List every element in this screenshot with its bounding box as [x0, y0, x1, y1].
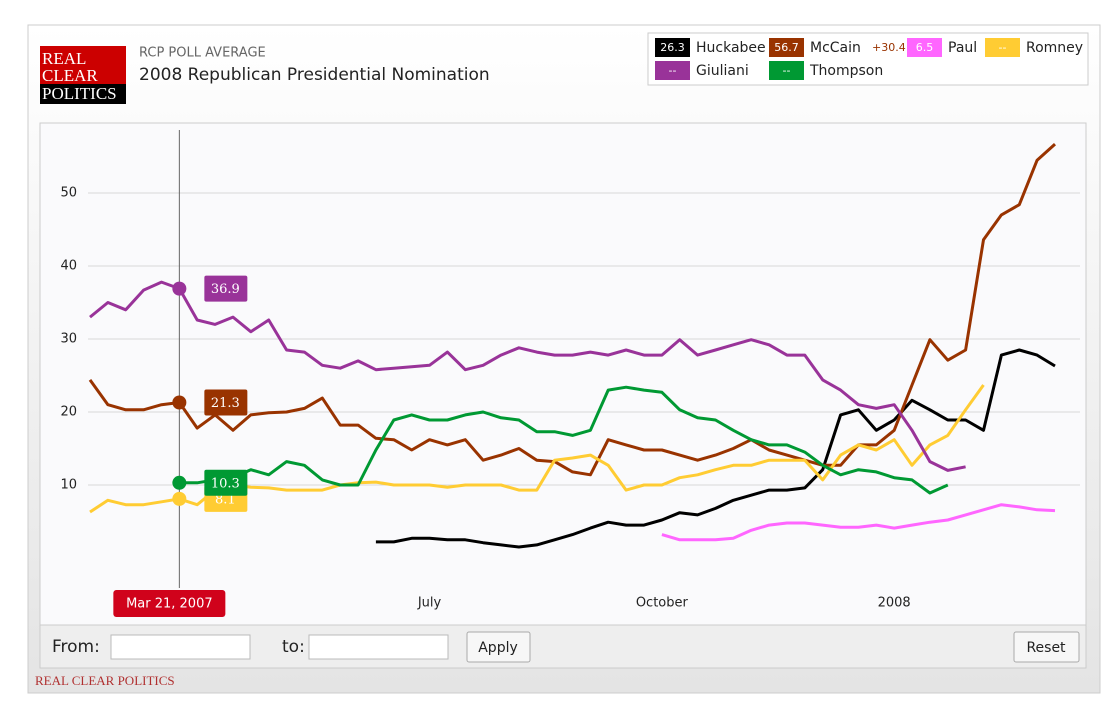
legend-swatch — [907, 38, 942, 57]
logo-line: CLEAR — [42, 66, 98, 85]
y-tick-label: 20 — [60, 405, 77, 420]
to-label: to: — [282, 637, 305, 657]
from-label: From: — [52, 637, 100, 657]
series-line — [661, 503, 1056, 542]
legend-swatch — [655, 61, 690, 80]
tooltip-value: 36.9 — [211, 282, 240, 297]
legend-swatch — [655, 38, 690, 57]
legend-value: 56.7 — [774, 41, 799, 54]
y-tick-label: 10 — [60, 478, 77, 493]
logo-line: POLITICS — [42, 84, 117, 103]
legend-value: -- — [999, 41, 1007, 54]
cursor-date-box — [113, 590, 226, 617]
legend-box — [647, 32, 1089, 86]
cursor-dot — [172, 475, 187, 490]
title: 2008 Republican Presidential Nomination — [139, 65, 490, 85]
cursor-dot — [172, 491, 187, 506]
y-tick-label: 40 — [60, 259, 77, 274]
x-tick-label: July — [417, 596, 442, 611]
logo-dark — [40, 84, 126, 104]
plot: 10 20 30 40 50 July October 2008 Mar 21, 2007 21.… — [60, 130, 1080, 617]
legend-name: Paul — [948, 40, 977, 56]
legend-name: Thompson — [809, 63, 883, 79]
reset-label: Reset — [1026, 640, 1066, 656]
tooltip-box — [204, 469, 248, 496]
tooltip-box — [204, 275, 248, 302]
legend-name: Huckabee — [696, 40, 766, 56]
subtitle: RCP POLL AVERAGE — [139, 46, 266, 61]
apply-button[interactable] — [466, 631, 531, 663]
legend-name: McCain — [810, 40, 861, 56]
y-tick-label: 30 — [60, 332, 77, 347]
plot-panel — [39, 122, 1087, 669]
x-tick-label: October — [636, 596, 689, 611]
tooltip-value: 21.3 — [211, 396, 240, 411]
series-line — [179, 385, 949, 495]
x-tick-label: 2008 — [878, 596, 911, 611]
legend-value: 26.3 — [660, 41, 685, 54]
legend-name: Giuliani — [696, 63, 749, 79]
legend-value: -- — [783, 64, 791, 77]
logo-line: REAL — [42, 49, 86, 68]
legend-swatch — [769, 38, 804, 57]
tooltip-box — [204, 389, 248, 416]
to-input[interactable] — [308, 634, 449, 660]
legend-name: Romney — [1026, 40, 1083, 56]
from-input[interactable] — [110, 634, 251, 660]
apply-label: Apply — [478, 640, 518, 656]
series-line — [88, 142, 1057, 477]
reset-button[interactable] — [1013, 631, 1080, 663]
y-tick-label: 50 — [60, 186, 77, 201]
legend-value: 6.5 — [916, 41, 934, 54]
tooltip-value: 8.1 — [215, 492, 236, 507]
series-line — [375, 348, 1056, 549]
series-line — [89, 280, 966, 472]
legend: 26.3 Huckabee 56.7 McCain 6.5 Paul -- Romney -- G… — [655, 38, 1083, 80]
tooltip-value: 10.3 — [211, 476, 240, 491]
cursor-date: Mar 21, 2007 — [126, 597, 213, 612]
cursor-dot — [172, 281, 187, 296]
legend-swatch — [985, 38, 1020, 57]
legend-lead: +30.4 — [872, 41, 906, 54]
footer: REAL CLEAR POLITICS — [35, 673, 175, 688]
cursor-dot — [172, 395, 187, 410]
legend-value: -- — [669, 64, 677, 77]
legend-swatch — [769, 61, 804, 80]
